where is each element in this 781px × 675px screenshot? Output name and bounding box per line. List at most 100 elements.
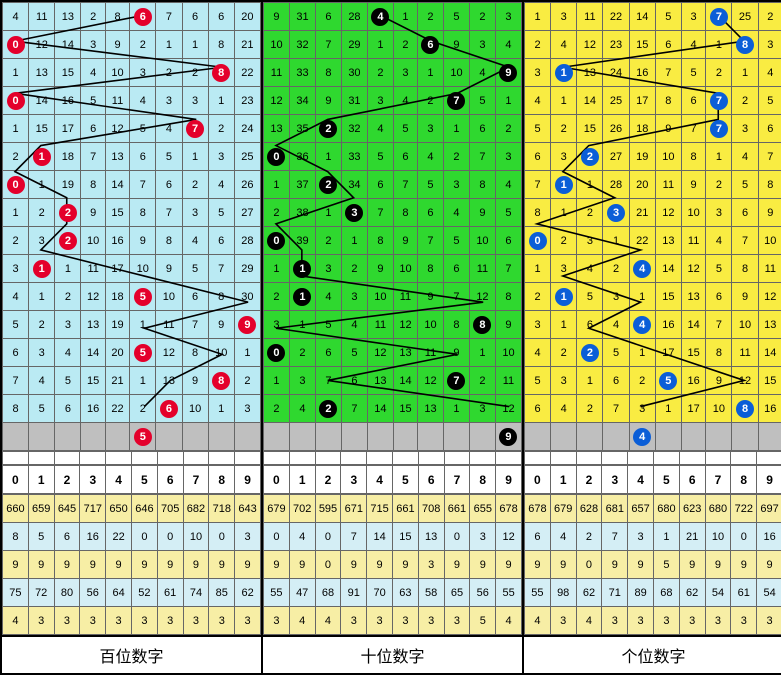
header-cell: 2 (576, 466, 602, 494)
grid-cell: 5 (758, 87, 781, 115)
grid-cell: 5 (469, 87, 495, 115)
grid-cell: 14 (681, 311, 705, 339)
stats-cell: 715 (367, 495, 393, 523)
grid-cell: 5 (443, 227, 469, 255)
stats-cell: 4 (315, 607, 341, 635)
grid-cell: 32 (341, 115, 367, 143)
stats-row: 678679628681657680623680722697 (525, 495, 781, 523)
stats-cell: 3 (106, 607, 132, 635)
trend-ball: 7 (710, 92, 728, 110)
stats-cell: 62 (576, 579, 602, 607)
grid-cell: 3 (681, 3, 705, 31)
grid-cell: 1 (551, 199, 577, 227)
stats-cell: 650 (106, 495, 132, 523)
grid-cell (315, 423, 341, 451)
grid-cell: 3 (182, 199, 208, 227)
grid-cell: 33 (341, 143, 367, 171)
grid-cell: 1 (469, 339, 495, 367)
grid-cell: 4 (629, 423, 655, 451)
grid-row: 01416511433123 (3, 87, 261, 115)
grid-cell: 2 (81, 3, 105, 31)
stats-cell: 646 (131, 495, 157, 523)
header-cell: 5 (392, 466, 418, 494)
grid-cell: 13 (55, 3, 81, 31)
grid-cell: 4 (341, 311, 367, 339)
digit-header: 0123456789 (524, 465, 781, 494)
grid-cell: 3 (551, 3, 577, 31)
grid-cell: 17 (629, 87, 655, 115)
grid-cell: 2 (264, 199, 290, 227)
stats-cell: 10 (705, 523, 731, 551)
grid-cell: 6 (417, 199, 443, 227)
grid-cell: 16 (629, 59, 655, 87)
grid-cell: 22 (603, 3, 629, 31)
grid-cell (289, 423, 315, 451)
grid-cell: 5 (443, 3, 469, 31)
stats-cell: 7 (602, 523, 628, 551)
grid-cell: 7 (469, 143, 495, 171)
grid-cell: 1 (29, 143, 55, 171)
stats-cell: 15 (392, 523, 418, 551)
grid-cell: 3 (3, 255, 29, 283)
trend-ball: 8 (212, 64, 230, 82)
grid-row: 02651213119110 (264, 339, 522, 367)
trend-ball: 1 (33, 148, 51, 166)
panels-container: 4111328676620012143921182111315410322822… (2, 2, 781, 673)
grid-cell: 2 (417, 87, 443, 115)
stats-cell: 717 (80, 495, 106, 523)
header-cell: 3 (341, 466, 367, 494)
grid-cell: 21 (629, 199, 655, 227)
grid-cell: 5 (681, 59, 705, 87)
grid-cell: 22 (105, 395, 129, 423)
grid-cell: 4 (629, 255, 655, 283)
stats-cell: 3 (628, 523, 654, 551)
stats-cell: 14 (367, 523, 393, 551)
stats-cell: 9 (550, 551, 576, 579)
grid-cell: 3 (443, 171, 469, 199)
grid-cell: 1 (525, 3, 551, 31)
stats-cell: 58 (418, 579, 444, 607)
grid-cell: 11 (393, 283, 417, 311)
grid-cell: 5 (29, 395, 55, 423)
grid-cell: 7 (706, 311, 732, 339)
header-cell: 0 (525, 466, 551, 494)
grid-row: 41212185106830 (3, 283, 261, 311)
stats-cell: 705 (157, 495, 183, 523)
stats-cell: 3 (54, 607, 80, 635)
grid-cell: 6 (525, 143, 551, 171)
grid-cell: 6 (706, 283, 732, 311)
stats-cell: 75 (3, 579, 29, 607)
grid-cell: 6 (469, 115, 495, 143)
grid-cell: 7 (81, 143, 105, 171)
header-cell: 8 (209, 466, 235, 494)
stats-cell: 9 (131, 551, 157, 579)
grid-cell: 3 (495, 3, 521, 31)
grid-cell: 15 (655, 283, 681, 311)
grid-cell: 9 (81, 199, 105, 227)
grid-cell: 9 (208, 311, 234, 339)
grid-row: 5 (3, 423, 261, 451)
stats-cell: 7 (341, 523, 367, 551)
grid-cell: 16 (655, 311, 681, 339)
grid-row: 24271415131312 (264, 395, 522, 423)
grid-cell: 6 (182, 283, 208, 311)
stats-cell: 9 (679, 551, 705, 579)
trend-ball: 7 (710, 8, 728, 26)
grid-cell: 5 (417, 171, 443, 199)
grid-cell: 12 (81, 283, 105, 311)
grid-cell: 16 (81, 395, 105, 423)
stats-cell: 55 (264, 579, 290, 607)
grid-cell: 4 (469, 59, 495, 87)
trend-grid: 1311221453725224122315641833113241675214… (524, 2, 781, 451)
trend-ball: 8 (212, 372, 230, 390)
stats-cell: 0 (315, 551, 341, 579)
grid-cell: 5 (130, 115, 156, 143)
grid-cell: 20 (234, 3, 260, 31)
grid-cell: 6 (182, 3, 208, 31)
grid-cell: 35 (289, 115, 315, 143)
grid-cell: 23 (603, 31, 629, 59)
grid-cell: 1 (182, 31, 208, 59)
grid-cell: 13 (758, 311, 781, 339)
grid-cell: 9 (495, 59, 521, 87)
grid-cell: 1 (3, 59, 29, 87)
